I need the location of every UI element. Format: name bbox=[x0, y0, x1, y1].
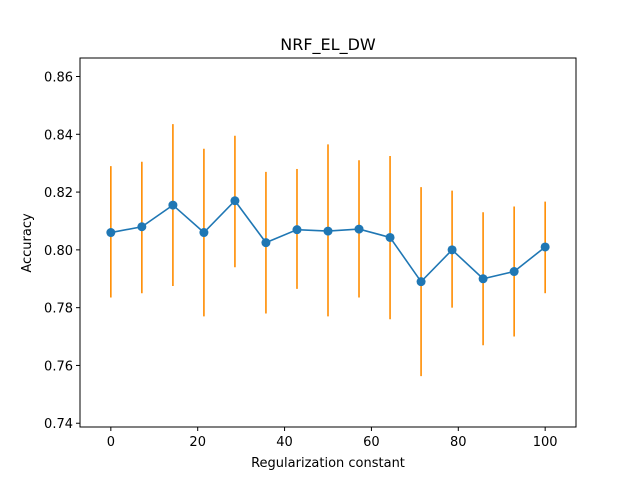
data-point bbox=[447, 245, 457, 255]
chart-title: NRF_EL_DW bbox=[280, 35, 376, 55]
x-tick-label: 0 bbox=[107, 435, 115, 450]
x-tick-label: 20 bbox=[189, 435, 206, 450]
data-point bbox=[323, 226, 333, 236]
y-tick-label: 0.74 bbox=[44, 417, 73, 432]
data-point bbox=[354, 224, 364, 234]
y-tick-label: 0.76 bbox=[44, 359, 73, 374]
data-point bbox=[416, 277, 426, 287]
y-tick-label: 0.78 bbox=[44, 302, 73, 317]
data-point bbox=[106, 228, 116, 238]
y-tick-label: 0.80 bbox=[44, 244, 73, 259]
y-axis-label: Accuracy bbox=[20, 213, 35, 273]
x-tick-label: 40 bbox=[276, 435, 293, 450]
data-point bbox=[261, 238, 271, 248]
data-point bbox=[199, 228, 209, 238]
data-point bbox=[292, 225, 302, 235]
x-tick-label: 80 bbox=[450, 435, 467, 450]
x-axis-label: Regularization constant bbox=[251, 456, 405, 471]
data-point bbox=[540, 242, 550, 252]
x-tick-label: 60 bbox=[363, 435, 380, 450]
x-tick-label: 100 bbox=[533, 435, 558, 450]
y-tick-label: 0.84 bbox=[44, 128, 73, 143]
data-point bbox=[385, 232, 395, 242]
data-point bbox=[509, 267, 519, 277]
plot-area: 0 20 40 60 80 100 0.74 0.76 0.78 0.80 0.82 0.84 0.86 bbox=[44, 57, 577, 450]
data-point bbox=[168, 200, 178, 210]
y-tick-label: 0.82 bbox=[44, 186, 73, 201]
y-tick-label: 0.86 bbox=[44, 70, 73, 85]
axes-frame bbox=[79, 57, 577, 428]
data-point bbox=[137, 222, 147, 232]
data-point bbox=[478, 274, 488, 284]
data-point bbox=[230, 196, 240, 206]
